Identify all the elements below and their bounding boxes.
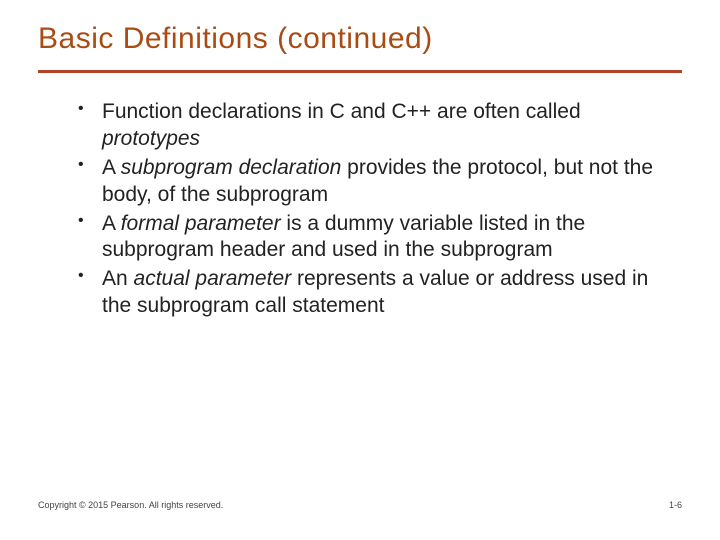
bullet-em: prototypes [102,127,200,150]
bullet-list: Function declarations in C and C++ are o… [38,99,682,320]
bullet-pre: A [102,156,121,179]
list-item: An actual parameter represents a value o… [78,266,682,320]
bullet-em: formal parameter [121,212,281,235]
page-number: 1-6 [669,500,682,510]
slide: Basic Definitions (continued) Function d… [0,0,720,540]
title-rule [38,70,682,73]
copyright-text: Copyright © 2015 Pearson. All rights res… [38,500,223,510]
slide-title: Basic Definitions (continued) [38,22,682,56]
bullet-pre: A [102,212,121,235]
list-item: Function declarations in C and C++ are o… [78,99,682,153]
list-item: A formal parameter is a dummy variable l… [78,211,682,265]
bullet-pre: An [102,267,134,290]
footer: Copyright © 2015 Pearson. All rights res… [38,500,682,510]
bullet-em: subprogram declaration [121,156,342,179]
bullet-em: actual parameter [134,267,292,290]
bullet-pre: Function declarations in C and C++ are o… [102,100,581,123]
list-item: A subprogram declaration provides the pr… [78,155,682,209]
